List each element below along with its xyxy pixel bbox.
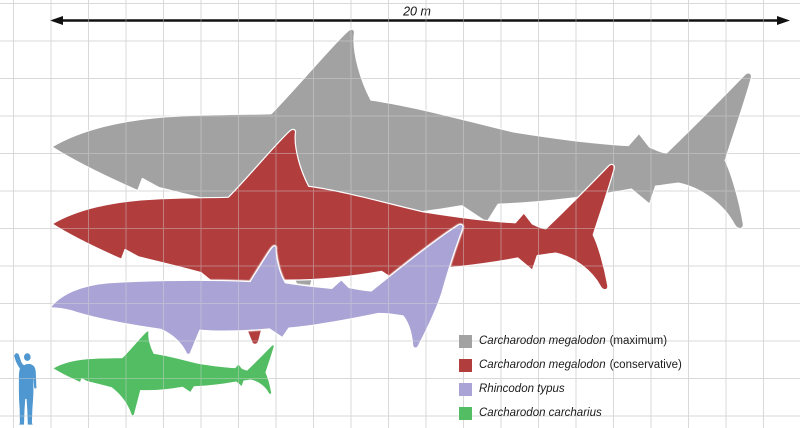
legend-item-megalodon-maximum: Carcharodon megalodon (maximum) [459, 329, 682, 353]
species-name: Carcharodon megalodon [479, 335, 606, 347]
legend-label: Carcharodon megalodon (conservative) [479, 359, 682, 371]
legend-item-whale-shark: Rhincodon typus [459, 377, 682, 401]
legend-label: Carcharodon megalodon (maximum) [479, 335, 667, 347]
species-qualifier: (conservative) [609, 359, 682, 371]
legend-swatch-purple [459, 382, 472, 396]
legend-label: Rhincodon typus [479, 383, 569, 395]
legend: Carcharodon megalodon (maximum) Carcharod… [459, 329, 682, 425]
species-name: Carcharodon carcharius [479, 407, 602, 419]
species-name: Rhincodon typus [479, 383, 565, 395]
legend-swatch-gray [459, 334, 472, 348]
arrowhead-right-icon [777, 16, 790, 25]
legend-item-megalodon-conservative: Carcharodon megalodon (conservative) [459, 353, 682, 377]
shark-great-white [52, 330, 275, 417]
legend-swatch-green [459, 406, 472, 420]
species-name: Carcharodon megalodon [479, 359, 606, 371]
human-silhouette [14, 353, 37, 425]
species-qualifier: (maximum) [609, 335, 668, 347]
scale-bar-label: 20 m [402, 5, 431, 19]
legend-label: Carcharodon carcharius [479, 407, 606, 419]
legend-swatch-red [459, 358, 472, 372]
arrowhead-left-icon [50, 16, 63, 25]
scale-bar: 20 m [50, 5, 790, 25]
legend-item-great-white: Carcharodon carcharius [459, 401, 682, 425]
